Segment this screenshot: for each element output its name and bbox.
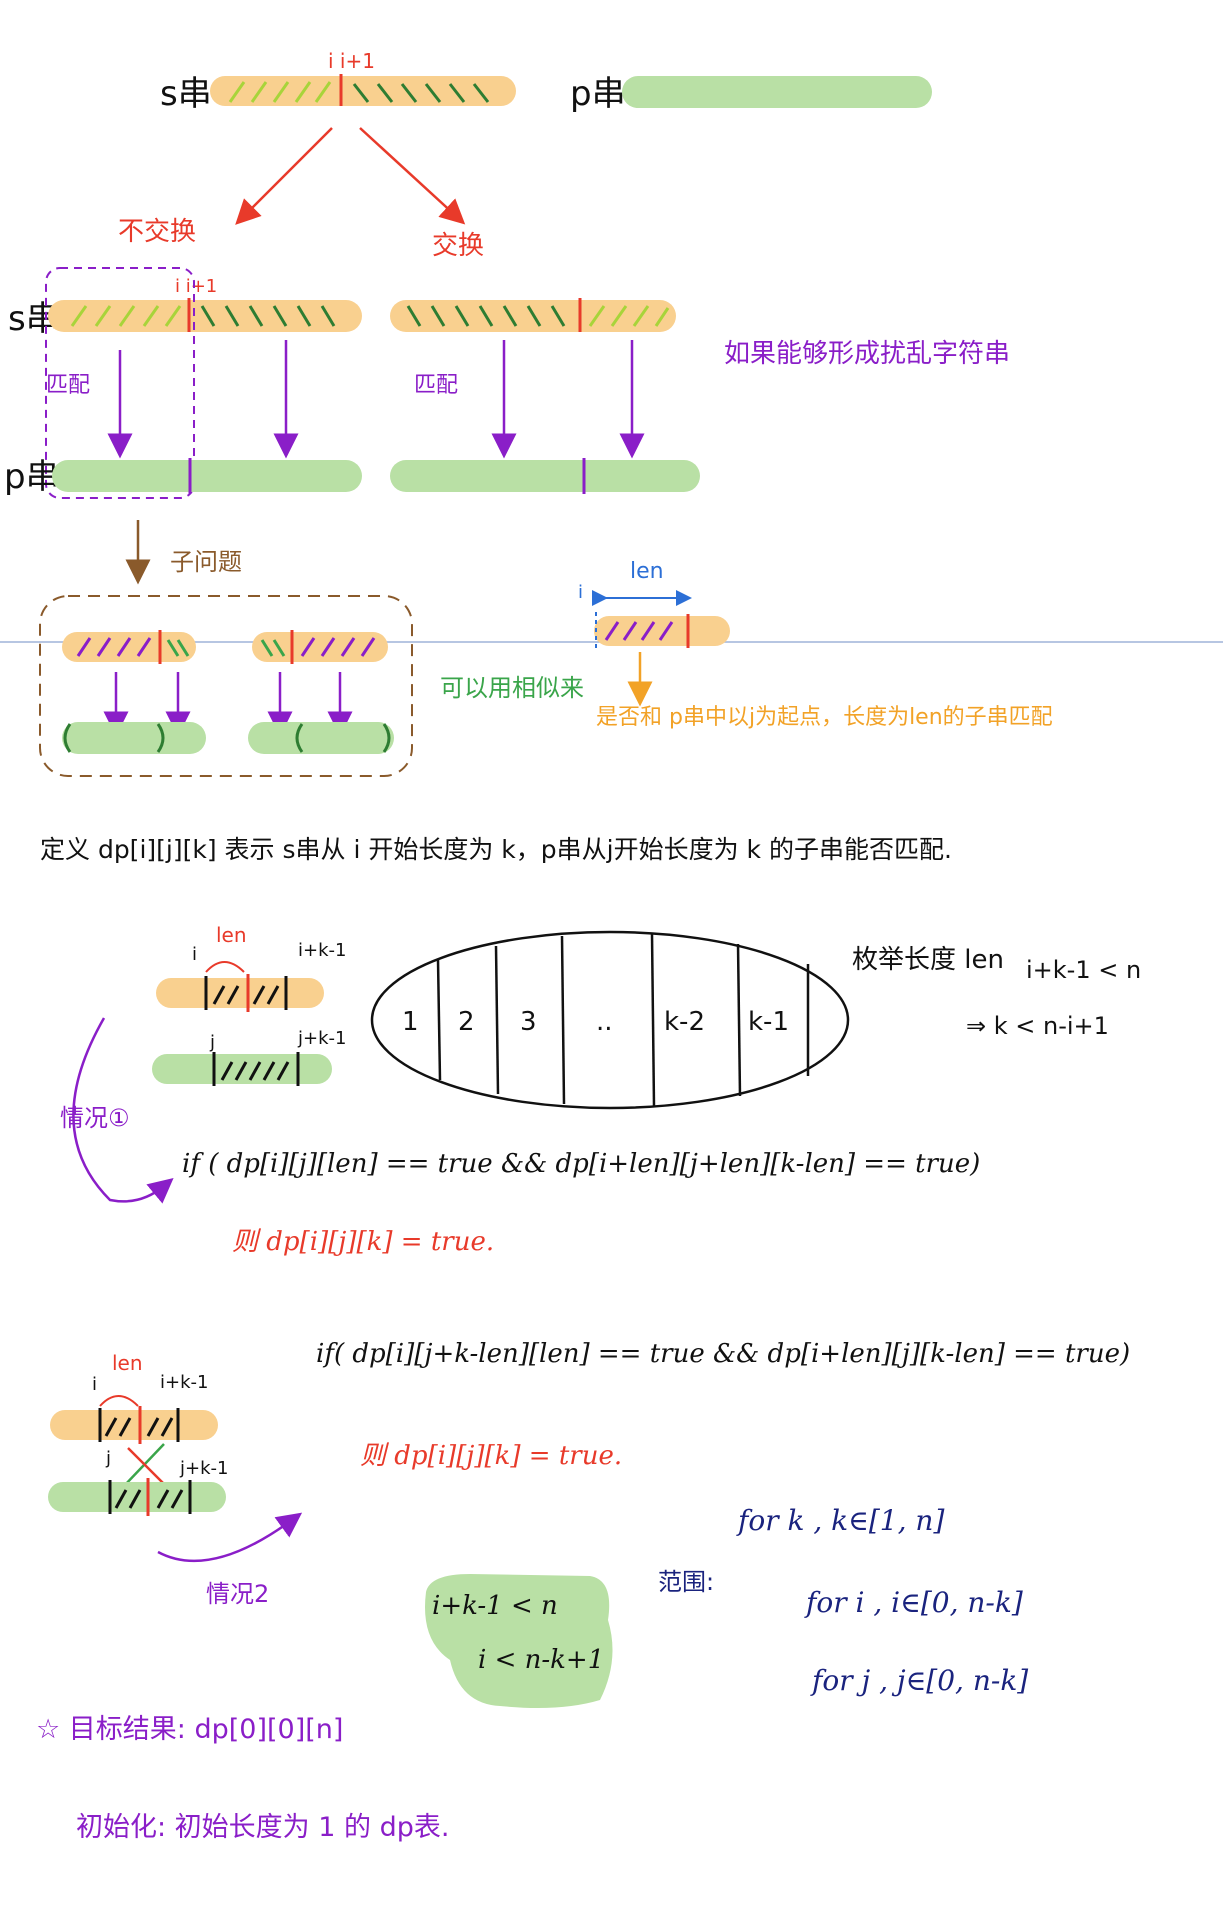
- hatch-dark-mid-right: [406, 305, 566, 327]
- cross-red: [127, 1447, 169, 1489]
- label-i-c2: i: [92, 1374, 97, 1395]
- arrow-right-branch: [359, 127, 466, 225]
- label-j-k-1-c2: j+k-1: [179, 1458, 228, 1479]
- for-k: for k , k∈[1, n]: [736, 1504, 944, 1537]
- brace-len-c1: [205, 961, 245, 973]
- if-statement-1: if ( dp[i][j][len] == true && dp[i+len][…: [182, 1149, 980, 1179]
- dashed-box-left: [45, 267, 195, 499]
- case2-curve: [157, 1512, 303, 1563]
- hatch-lime-top: [228, 81, 332, 103]
- label-subproblem: 子问题: [170, 548, 242, 576]
- c1-hatch-s: [212, 985, 280, 1005]
- hatch-len: [604, 621, 674, 641]
- label-i-iplus1-top: i i+1: [328, 49, 375, 73]
- label-i-k-1-c1: i+k-1: [298, 940, 346, 961]
- label-enum-len: 枚举长度 len: [852, 945, 1004, 975]
- label-s-top: s串: [160, 74, 212, 114]
- for-j: for j , j∈[0, n-k]: [810, 1664, 1028, 1697]
- label-i-c1: i: [192, 944, 197, 965]
- question-orange: 是否和 p串中以j为起点，长度为len的子串匹配: [596, 705, 1053, 730]
- for-i: for i , i∈[0, n-k]: [804, 1586, 1023, 1619]
- label-i-iplus1-mid: i i+1: [175, 276, 217, 297]
- cell-1: 1: [402, 1007, 419, 1037]
- then-statement-1: 则 dp[i][j][k] = true.: [232, 1227, 494, 1257]
- label-case1: 情况①: [60, 1104, 130, 1132]
- s-bar-mid-left: [48, 300, 362, 332]
- hatch-lime-mid-left: [70, 305, 182, 327]
- sub-paren-b1: [295, 723, 304, 753]
- label-j-k-1-c1: j+k-1: [297, 1028, 346, 1049]
- ineq-2: ⇒ k < n-i+1: [966, 1012, 1109, 1040]
- sub-paren-a2: [156, 723, 165, 753]
- label-j-c2: j: [105, 1448, 111, 1469]
- s-bar-c2: [50, 1410, 218, 1440]
- p-bar-top: [622, 76, 932, 108]
- define-dp: 定义 dp[i][j][k] 表示 s串从 i 开始长度为 k，p串从j开始长度…: [40, 835, 952, 864]
- label-swap: 交换: [432, 231, 484, 261]
- c2-hatch-p: [114, 1489, 184, 1509]
- s-bar-top: [210, 76, 516, 106]
- label-p-mid: p串: [4, 457, 60, 497]
- ineq-1: i+k-1 < n: [1026, 956, 1141, 984]
- cell-ellipsis: ..: [596, 1007, 613, 1037]
- dashed-box-subproblem: [39, 595, 413, 777]
- green-blob: [425, 1574, 613, 1708]
- cell-k-2: k-2: [664, 1007, 705, 1037]
- c2-hatch-s: [104, 1417, 174, 1437]
- case1-curve: [72, 1017, 174, 1204]
- cell-2: 2: [458, 1007, 475, 1037]
- ellipse-dividers: [436, 933, 810, 1107]
- sub-paren-a1: [63, 723, 72, 753]
- arrow-left-branch: [235, 127, 333, 225]
- if-statement-2: if( dp[i][j+k-len][len] == true && dp[i+…: [316, 1339, 1130, 1369]
- label-len-c2: len: [112, 1351, 143, 1375]
- target-result: ☆ 目标结果: dp[0][0][n]: [36, 1714, 343, 1745]
- cell-3: 3: [520, 1007, 537, 1037]
- label-case2: 情况2: [206, 1580, 269, 1608]
- green-ineq-1: i+k-1 < n: [432, 1591, 558, 1621]
- green-ineq-2: i < n-k+1: [478, 1645, 604, 1675]
- sub-hatch-b2: [300, 637, 376, 657]
- label-match-right: 匹配: [414, 373, 458, 398]
- label-len-top: len: [630, 559, 664, 584]
- c1-hatch-p: [220, 1061, 290, 1081]
- label-len-c1: len: [216, 923, 247, 947]
- label-i-small: i: [578, 582, 583, 603]
- p-bar-mid-right: [390, 460, 700, 492]
- sub-paren-b2: [382, 723, 391, 753]
- sub-p-bar-a: [62, 722, 206, 754]
- note-purple: 如果能够形成扰乱字符串: [724, 339, 1010, 369]
- s-bar-c1: [156, 978, 324, 1008]
- then-statement-2: 则 dp[i][j][k] = true.: [360, 1441, 622, 1471]
- p-bar-mid-left: [52, 460, 362, 492]
- label-i-k-1-c2: i+k-1: [160, 1372, 208, 1393]
- hatch-dark-mid-left: [200, 305, 336, 327]
- enum-ellipse: [370, 930, 850, 1110]
- s-bar-len: [594, 616, 730, 646]
- sub-hatch-a2: [166, 639, 190, 657]
- sub-s-bar-a: [62, 632, 196, 662]
- label-match-left: 匹配: [46, 373, 90, 398]
- label-similar: 可以用相似来: [440, 674, 584, 702]
- init-note: 初始化: 初始长度为 1 的 dp表.: [76, 1812, 449, 1843]
- cell-k-1: k-1: [748, 1007, 789, 1037]
- label-no-swap: 不交换: [118, 217, 196, 247]
- label-j-c1: j: [209, 1032, 215, 1053]
- brace-len-c2: [99, 1395, 139, 1407]
- sub-p-bar-b: [248, 722, 394, 754]
- sub-hatch-a: [76, 637, 152, 657]
- hatch-lime-mid-right: [588, 305, 670, 327]
- label-range: 范围:: [658, 1568, 714, 1596]
- sub-hatch-b: [260, 639, 286, 657]
- hatch-dark-top: [352, 83, 490, 103]
- label-p-top: p串: [570, 74, 626, 114]
